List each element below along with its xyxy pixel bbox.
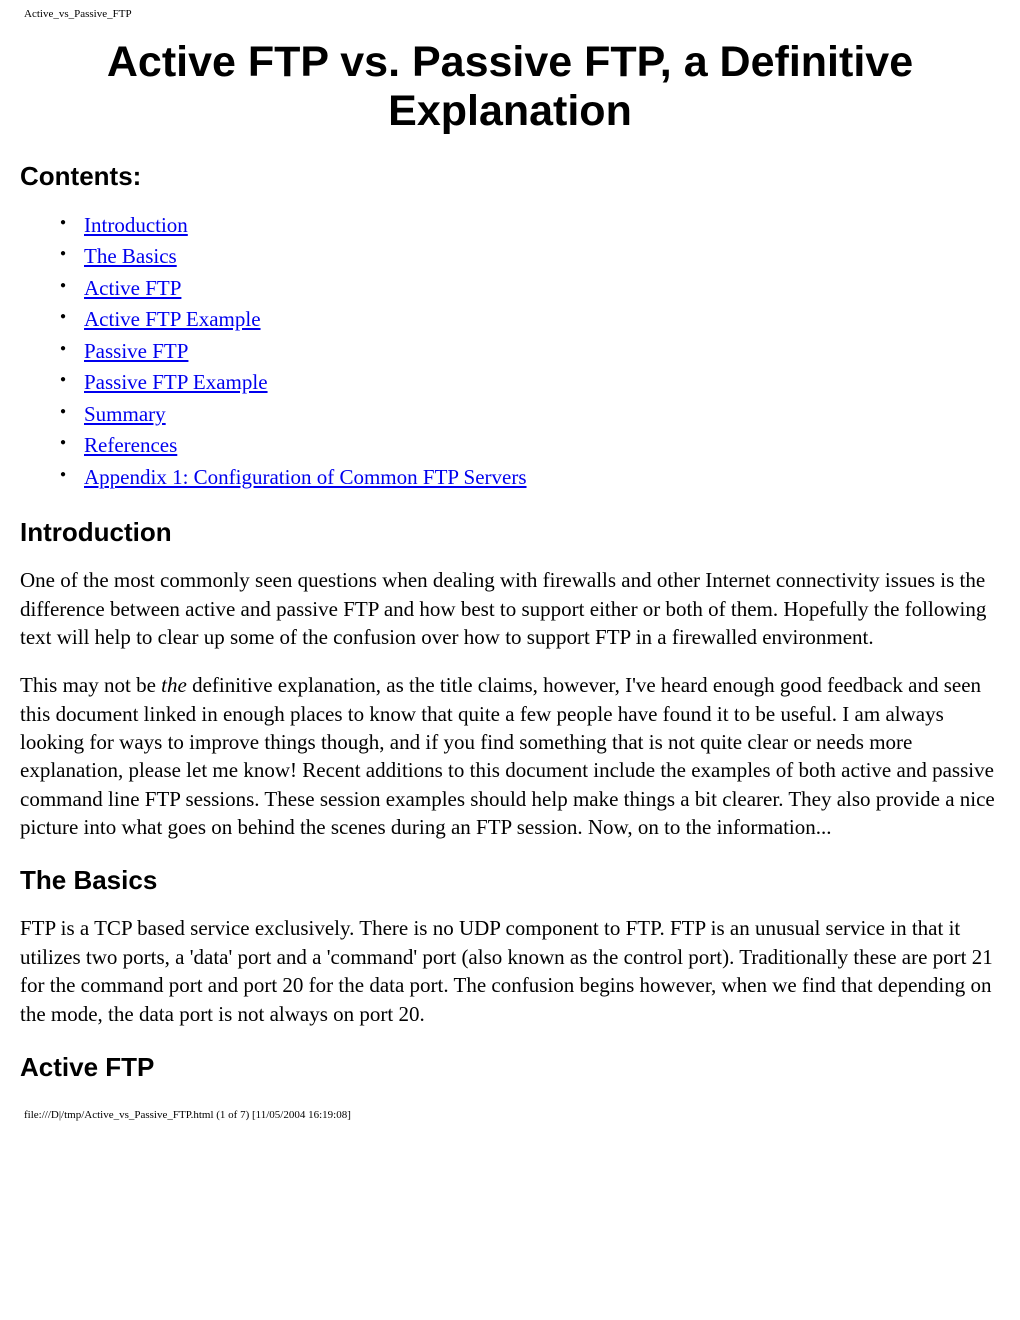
introduction-heading: Introduction <box>20 517 1020 548</box>
toc-item: Passive FTP Example <box>60 367 1020 399</box>
introduction-paragraph-1: One of the most commonly seen questions … <box>20 566 1000 651</box>
contents-heading: Contents: <box>20 161 1020 192</box>
page-title: Active FTP vs. Passive FTP, a Definitive… <box>20 38 1000 137</box>
intro-p2-text-2: definitive explanation, as the title cla… <box>20 673 995 839</box>
toc-item: Active FTP <box>60 273 1020 305</box>
toc-link-references[interactable]: References <box>84 433 177 457</box>
toc-item: Passive FTP <box>60 336 1020 368</box>
table-of-contents: Introduction The Basics Active FTP Activ… <box>60 210 1020 494</box>
intro-p2-text-1: This may not be <box>20 673 161 697</box>
toc-link-active-ftp-example[interactable]: Active FTP Example <box>84 307 261 331</box>
toc-item: References <box>60 430 1020 462</box>
toc-item: Introduction <box>60 210 1020 242</box>
toc-item: Appendix 1: Configuration of Common FTP … <box>60 462 1020 494</box>
toc-item: The Basics <box>60 241 1020 273</box>
toc-item: Summary <box>60 399 1020 431</box>
basics-heading: The Basics <box>20 865 1020 896</box>
toc-link-passive-ftp-example[interactable]: Passive FTP Example <box>84 370 268 394</box>
basics-paragraph-1: FTP is a TCP based service exclusively. … <box>20 914 1000 1027</box>
active-ftp-heading: Active FTP <box>20 1052 1020 1083</box>
toc-item: Active FTP Example <box>60 304 1020 336</box>
toc-link-appendix-1[interactable]: Appendix 1: Configuration of Common FTP … <box>84 465 527 489</box>
toc-link-summary[interactable]: Summary <box>84 402 166 426</box>
intro-p2-italic: the <box>161 673 187 697</box>
toc-link-passive-ftp[interactable]: Passive FTP <box>84 339 188 363</box>
page-footer-label: file:///D|/tmp/Active_vs_Passive_FTP.htm… <box>0 1101 1020 1129</box>
toc-link-active-ftp[interactable]: Active FTP <box>84 276 181 300</box>
introduction-paragraph-2: This may not be the definitive explanati… <box>20 671 1000 841</box>
toc-link-introduction[interactable]: Introduction <box>84 213 188 237</box>
page-header-label: Active_vs_Passive_FTP <box>0 0 1020 20</box>
toc-link-basics[interactable]: The Basics <box>84 244 177 268</box>
